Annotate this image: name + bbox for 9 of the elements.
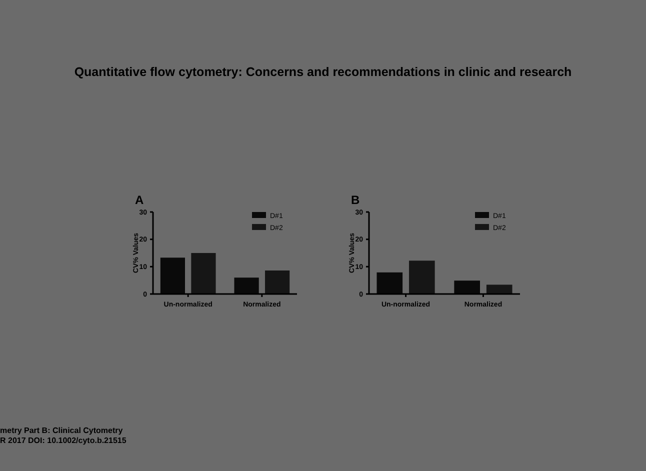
- text: metry Part B: Clinical Cytometry: [0, 426, 124, 435]
- chart-title: A: [135, 193, 144, 207]
- bar: [486, 284, 512, 294]
- bar: [191, 253, 216, 294]
- chart-title: B: [351, 193, 360, 207]
- text: R 2017 DOI: 10.1002/cyto.b.21515: [0, 436, 127, 445]
- text: Quantitative flow cytometry: Concerns and recommendations in clinic and research: [74, 65, 572, 79]
- bar: [265, 270, 290, 294]
- bar: [409, 260, 435, 294]
